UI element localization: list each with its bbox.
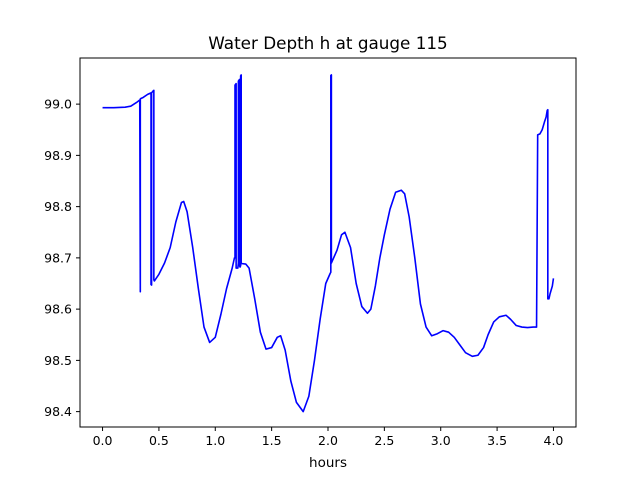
x-tick-label: 1.0 [205,433,225,448]
chart-title: Water Depth h at gauge 115 [208,33,447,53]
x-tick-label: 1.5 [262,433,282,448]
x-tick-label: 3.5 [487,433,507,448]
plot-area [102,74,555,413]
x-tick-label: 3.0 [431,433,451,448]
series-line-0 [102,74,555,413]
x-axis-ticks: 0.0 0.5 1.0 1.5 2.0 2.5 3.0 3.5 4.0 [93,427,564,448]
y-axis-ticks: 98.4 98.5 98.6 98.7 98.8 98.9 99.0 [44,97,80,419]
y-tick-label: 98.5 [44,353,72,368]
x-tick-label: 0.5 [149,433,169,448]
y-tick-label: 98.8 [44,199,72,214]
axes-frame [79,57,577,428]
y-tick-label: 98.4 [44,404,72,419]
y-tick-label: 99.0 [44,97,72,112]
x-tick-label: 0.0 [93,433,113,448]
y-tick-label: 98.9 [44,148,72,163]
y-tick-label: 98.7 [44,250,72,265]
x-tick-label: 4.0 [544,433,564,448]
x-tick-label: 2.0 [318,433,338,448]
x-tick-label: 2.5 [374,433,394,448]
x-axis-label: hours [309,455,347,471]
y-tick-label: 98.6 [44,302,72,317]
